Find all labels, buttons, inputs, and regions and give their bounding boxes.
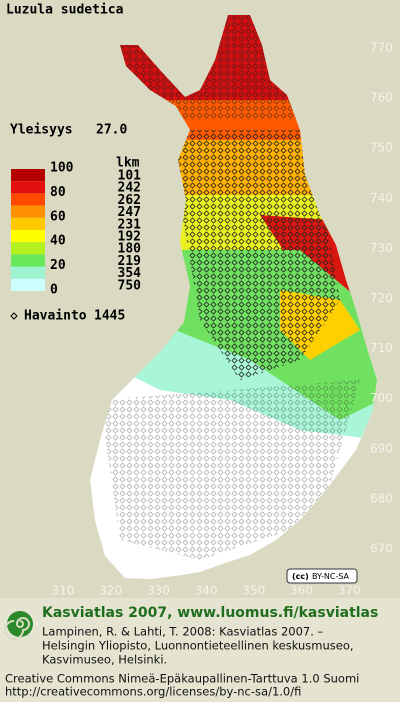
legend-swatch	[11, 266, 45, 279]
citation-line: Helsingin Yliopisto, Luonnontieteellinen…	[42, 639, 354, 653]
observation-label: Havainto	[24, 309, 87, 324]
cc-mark: (cc)	[292, 572, 309, 581]
title: Luzula sudetica	[6, 3, 124, 18]
x-coordinate-label: 320	[99, 584, 122, 598]
license-line: Creative Commons Nimeä-Epäkaupallinen-Ta…	[5, 672, 359, 686]
x-coordinate-label: 350	[242, 584, 265, 598]
legend-scale-label: 0	[50, 283, 58, 298]
y-coordinate-label: 670	[370, 542, 393, 556]
legend-count: 262	[118, 193, 141, 208]
x-coordinate-label: 310	[52, 584, 75, 598]
frequency-label: Yleisyys	[10, 123, 73, 138]
y-coordinate-label: 710	[370, 341, 393, 355]
legend-count: 750	[118, 278, 142, 293]
y-coordinate-label: 770	[370, 41, 393, 55]
y-coordinate-label: 690	[370, 441, 393, 455]
license-line: http://creativecommons.org/licenses/by-n…	[5, 685, 301, 699]
legend-swatch	[11, 278, 45, 291]
x-coordinate-label: 370	[338, 584, 361, 598]
y-coordinate-label: 680	[370, 491, 393, 505]
legend-scale-label: 20	[50, 258, 66, 273]
y-coordinate-label: 740	[370, 191, 393, 205]
footer	[0, 598, 400, 702]
legend-count: 247	[118, 205, 141, 220]
x-coordinate-label: 360	[290, 584, 313, 598]
legend-swatch	[11, 217, 45, 230]
legend-swatch	[11, 230, 45, 243]
y-coordinate-label: 700	[370, 391, 393, 405]
x-coordinate-label: 340	[195, 584, 218, 598]
legend-scale-label: 40	[50, 234, 66, 249]
x-coordinate-label: 330	[147, 584, 170, 598]
legend-count: 354	[118, 266, 142, 281]
legend-count: 192	[118, 230, 141, 245]
legend-swatch	[11, 193, 45, 206]
frequency-value: 27.0	[96, 123, 127, 138]
brand: Kasviatlas 2007, www.luomus.fi/kasviatla…	[42, 605, 378, 621]
citation-line: Lampinen, R. & Lahti, T. 2008: Kasviatla…	[42, 625, 324, 639]
legend-swatch	[11, 254, 45, 267]
legend-swatch	[11, 181, 45, 194]
legend-count: 231	[118, 217, 142, 232]
legend-count: 180	[118, 242, 142, 257]
y-coordinate-label: 730	[370, 241, 393, 255]
license-badge	[286, 568, 358, 584]
legend-scale-label: 80	[50, 185, 66, 200]
y-coordinate-label: 720	[370, 291, 393, 305]
legend-count: 101	[118, 169, 142, 184]
count-header: lkm	[116, 156, 140, 171]
legend-count: 242	[118, 181, 141, 196]
observation-icon	[10, 312, 18, 320]
y-coordinate-label: 750	[370, 141, 393, 155]
legend-swatch	[11, 242, 45, 255]
legend-swatch	[11, 169, 45, 182]
citation-line: Kasvimuseo, Helsinki.	[42, 653, 167, 667]
license-badge-text: BY-NC-SA	[312, 572, 350, 581]
legend-scale-label: 60	[50, 209, 66, 224]
legend-scale-label: 100	[50, 161, 74, 176]
y-coordinate-label: 760	[370, 91, 393, 105]
observation-count: 1445	[94, 309, 125, 324]
logo	[4, 611, 33, 640]
legend-swatch	[11, 205, 45, 218]
legend-count: 219	[118, 254, 141, 269]
